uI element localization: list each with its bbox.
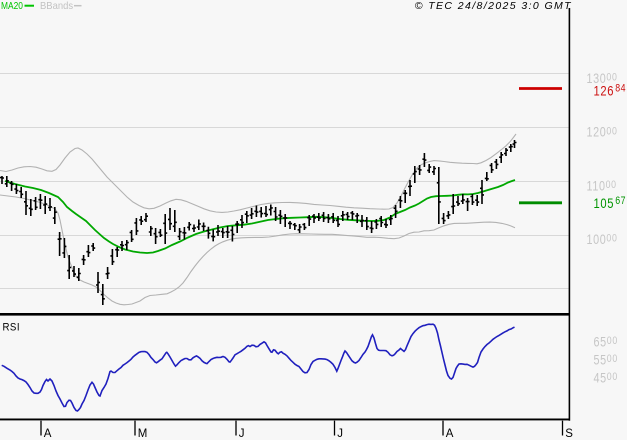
svg-text:MA20: MA20 [1,0,23,12]
svg-text:A: A [446,428,454,440]
svg-text:S: S [565,428,573,440]
svg-text:10000: 10000 [587,232,618,247]
svg-text:5500: 5500 [594,352,618,367]
svg-text:© TEC 24/8/2025 3:0 GMT: © TEC 24/8/2025 3:0 GMT [415,0,572,12]
svg-text:13000: 13000 [587,71,618,86]
svg-text:BBands: BBands [40,1,73,13]
svg-text:12000: 12000 [587,125,618,140]
svg-text:6500: 6500 [594,334,618,349]
svg-text:J: J [337,428,343,440]
svg-text:12684: 12684 [594,83,627,99]
svg-text:10567: 10567 [594,195,627,211]
svg-text:M: M [138,428,148,440]
svg-text:4500: 4500 [594,370,618,385]
svg-text:RSI: RSI [3,322,20,334]
svg-text:A: A [44,428,52,440]
svg-text:J: J [239,428,245,440]
svg-text:11000: 11000 [587,178,617,193]
